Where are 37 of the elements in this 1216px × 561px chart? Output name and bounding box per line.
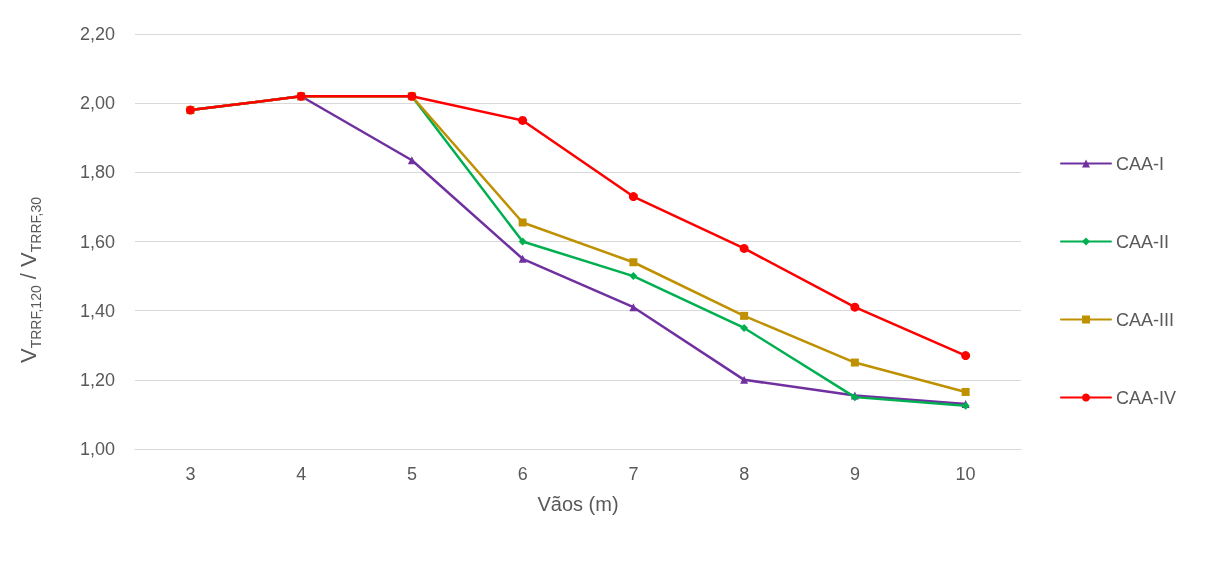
x-tick-label: 10 <box>955 464 976 484</box>
x-tick-label: 7 <box>628 464 639 484</box>
legend-label: CAA-IV <box>1115 387 1176 408</box>
point <box>850 302 860 312</box>
point <box>961 351 971 361</box>
x-tick-label: 3 <box>185 464 196 484</box>
point <box>629 303 638 312</box>
y-tick-label: 2,20 <box>79 24 115 44</box>
point <box>518 218 527 227</box>
y-tick-label: 1,40 <box>79 300 115 321</box>
point <box>518 115 528 125</box>
y-tick-label: 1,20 <box>79 369 115 390</box>
point <box>628 192 638 202</box>
x-axis-title: Vãos (m) <box>537 493 619 515</box>
point <box>850 358 859 367</box>
y-tick-label: 1,60 <box>79 231 115 252</box>
x-tick-label: 8 <box>739 464 750 484</box>
point <box>740 311 749 320</box>
x-tick-label: 4 <box>296 464 307 484</box>
y-tick-label: 1,00 <box>79 439 115 459</box>
point <box>629 258 638 267</box>
y-tick-label: 2,00 <box>79 93 115 114</box>
legend-label: CAA-II <box>1115 231 1169 252</box>
point <box>407 156 416 165</box>
point <box>961 387 970 396</box>
point <box>518 254 527 263</box>
x-tick-label: 9 <box>849 464 860 484</box>
x-tick-label: 5 <box>406 464 417 484</box>
point <box>518 237 527 246</box>
x-tick-label: 6 <box>517 464 528 484</box>
point <box>629 272 638 281</box>
point <box>740 375 749 384</box>
legend-label: CAA-III <box>1115 309 1174 330</box>
point <box>740 323 749 332</box>
legend-label: CAA-I <box>1115 153 1164 174</box>
point <box>739 243 749 253</box>
y-tick-label: 1,80 <box>79 162 115 183</box>
